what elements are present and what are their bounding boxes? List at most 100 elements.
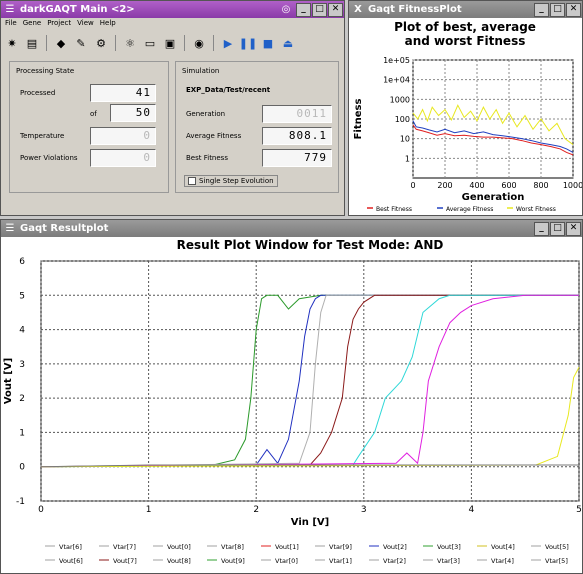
menu-gene[interactable]: Gene: [22, 19, 42, 27]
toolbar: ✷ ▤ ◆ ✎ ⚙ ⚛ ▭ ▣ ◉ ▶ ❚❚ ■ ⏏: [3, 32, 297, 54]
result-legend-label: Vout[5]: [545, 543, 569, 551]
result-x-tick-label: 4: [469, 505, 475, 515]
close-button[interactable]: ✕: [566, 221, 581, 236]
fitness-title-line1: Plot of best, average: [394, 20, 536, 34]
result-legend-label: Vout[7]: [113, 557, 137, 565]
pause-icon[interactable]: ❚❚: [238, 36, 258, 50]
of-display: 50: [110, 104, 156, 122]
maximize-button[interactable]: □: [312, 2, 327, 17]
fitness-legend-label: Average Fitness: [446, 206, 493, 213]
network-icon[interactable]: ⚛: [125, 36, 135, 50]
minimize-button[interactable]: _: [534, 2, 549, 17]
close-button[interactable]: ✕: [566, 2, 581, 17]
average-fitness-label: Average Fitness: [186, 132, 242, 140]
result-window-controls: _ □ ✕: [534, 221, 582, 236]
result-legend-label: Vout[2]: [383, 543, 407, 551]
main-window: ☰ darkGAQT Main <2> ◎ _ □ ✕ File Gene Pr…: [0, 0, 345, 216]
play-icon[interactable]: ▶: [223, 36, 233, 50]
generation-display: 0011: [262, 105, 332, 123]
processing-state-group: Processing State Processed 41 of 50 Temp…: [9, 61, 169, 193]
result-x-tick-label: 5: [576, 505, 582, 515]
result-title: Result Plot Window for Test Mode: AND: [177, 238, 444, 252]
fitness-y-label: Fitness: [353, 99, 364, 140]
fitness-x-label: Generation: [462, 192, 525, 203]
menu-help[interactable]: Help: [99, 19, 116, 27]
minimize-button[interactable]: _: [296, 2, 311, 17]
result-legend-label: Vtar[9]: [329, 543, 352, 551]
result-titlebar[interactable]: ☰ Gaqt Resultplot _ □ ✕: [1, 220, 582, 237]
fitness-series-worst-fitness: [412, 104, 574, 145]
result-legend-label: Vout[0]: [167, 543, 191, 551]
menu-project[interactable]: Project: [47, 19, 72, 27]
stop-icon[interactable]: ■: [262, 36, 274, 50]
new-project-icon[interactable]: ✷: [7, 36, 17, 50]
maximize-button[interactable]: □: [550, 2, 565, 17]
result-legend-label: Vout[9]: [221, 557, 245, 565]
eject-icon[interactable]: ⏏: [282, 36, 294, 50]
fitness-window: X Gaqt FitnessPlot _ □ ✕ Plot of best, a…: [348, 0, 583, 216]
result-title: Gaqt Resultplot: [20, 223, 109, 234]
main-title: darkGAQT Main <2>: [20, 4, 135, 15]
simulation-group: Simulation EXP_Data/Test/recent Generati…: [175, 61, 339, 193]
menu-file[interactable]: File: [5, 19, 17, 27]
menu-view[interactable]: View: [77, 19, 94, 27]
fitness-series-average-fitness: [412, 120, 574, 153]
result-y-tick-label: 0: [19, 463, 25, 473]
fitness-legend-label: Worst Fitness: [516, 206, 556, 213]
result-legend-label: Vtar[2]: [383, 557, 406, 565]
toolbar-separator: [46, 35, 47, 51]
x-icon[interactable]: X: [354, 4, 362, 15]
fitness-y-tick-label: 100: [395, 115, 410, 124]
chip-icon[interactable]: ◆: [56, 36, 66, 50]
close-button[interactable]: ✕: [328, 2, 343, 17]
checkbox-box[interactable]: [188, 177, 196, 185]
result-curve-5: [40, 294, 579, 468]
power-violations-label: Power Violations: [20, 154, 78, 162]
app-icon[interactable]: ☰: [5, 4, 15, 15]
result-x-label: Vin [V]: [291, 517, 329, 528]
fitness-title-line2: and worst Fitness: [405, 34, 526, 48]
maximize-button[interactable]: □: [550, 221, 565, 236]
result-legend-label: Vout[8]: [167, 557, 191, 565]
main-titlebar[interactable]: ☰ darkGAQT Main <2> ◎ _ □ ✕: [1, 1, 344, 18]
settings-icon[interactable]: ⚙: [96, 36, 106, 50]
fitness-x-tick-label: 600: [501, 181, 516, 190]
result-legend-label: Vout[3]: [437, 543, 461, 551]
result-legend-label: Vtar[0]: [275, 557, 298, 565]
single-step-label: Single Step Evolution: [199, 177, 274, 185]
result-chart: Result Plot Window for Test Mode: AND 0 1 2…: [3, 238, 582, 565]
result-y-tick-label: 4: [19, 326, 25, 336]
result-x-tick-label: 0: [38, 505, 44, 515]
open-project-icon[interactable]: ▤: [26, 36, 38, 50]
processing-state-label: Processing State: [16, 67, 75, 75]
result-y-tick-label: 1: [19, 428, 25, 438]
result-curve-7: [40, 464, 579, 468]
fitness-x-tick-label: 800: [533, 181, 548, 190]
fitness-x-tick-label: 400: [469, 181, 484, 190]
toolbar-separator: [115, 35, 116, 51]
fitness-y-tick-label: 1000: [390, 95, 410, 104]
minimize-button[interactable]: _: [534, 221, 549, 236]
power-violations-display: 0: [90, 149, 156, 167]
fitness-titlebar[interactable]: X Gaqt FitnessPlot _ □ ✕: [349, 1, 582, 18]
result-legend-label: Vtar[4]: [491, 557, 514, 565]
fitness-y-tick-label: 1e+04: [383, 76, 410, 85]
result-y-tick-label: 5: [19, 291, 25, 301]
window-icon[interactable]: ▭: [144, 36, 156, 50]
image-icon[interactable]: ▣: [164, 36, 176, 50]
result-window: ☰ Gaqt Resultplot _ □ ✕ Result Plot Wind…: [0, 219, 583, 574]
result-legend-label: Vtar[8]: [221, 543, 244, 551]
menubar: File Gene Project View Help: [1, 19, 344, 31]
gene-icon[interactable]: ✎: [76, 36, 86, 50]
fitness-title: Gaqt FitnessPlot: [368, 4, 462, 15]
fitness-window-controls: _ □ ✕: [534, 2, 582, 17]
app-icon[interactable]: ☰: [5, 223, 15, 234]
result-x-tick-label: 3: [361, 505, 367, 515]
single-step-checkbox[interactable]: Single Step Evolution: [184, 175, 278, 187]
result-curve-2: [40, 294, 579, 468]
result-y-tick-label: 2: [19, 394, 25, 404]
fitness-x-tick-label: 200: [437, 181, 452, 190]
record-icon[interactable]: ◉: [194, 36, 204, 50]
temperature-display: 0: [90, 127, 156, 145]
